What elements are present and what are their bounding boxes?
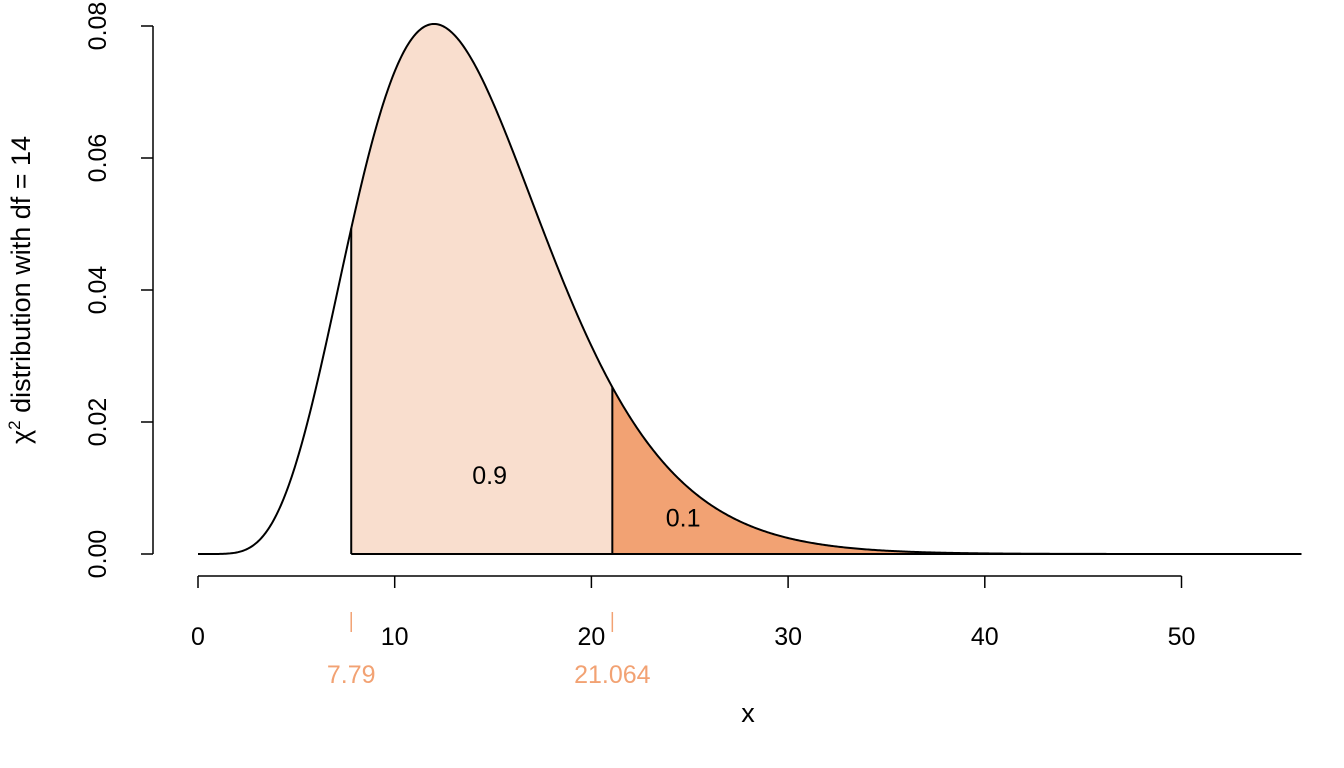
y-axis-title: χ2 distribution with df = 14 <box>5 136 36 444</box>
y-axis: 0.00 0.02 0.04 0.06 0.08 <box>84 2 154 579</box>
y-tick-label: 0.00 <box>84 530 112 579</box>
y-tick-label: 0.04 <box>84 266 112 315</box>
x-tick-label: 0 <box>191 623 205 651</box>
region-probability-label: 0.1 <box>666 505 701 533</box>
region-2-fill <box>612 387 1300 554</box>
quantile-label: 21.064 <box>574 661 651 689</box>
y-axis-title-symbol: χ <box>6 430 36 444</box>
x-tick-label: 20 <box>577 623 605 651</box>
x-axis-title: x <box>741 698 755 728</box>
y-tick-label: 0.08 <box>84 2 112 51</box>
x-tick-label: 30 <box>774 623 802 651</box>
region-probability-label: 0.9 <box>472 462 507 490</box>
x-axis: 0 10 20 30 40 50 <box>191 575 1196 651</box>
region-labels: 0.9 0.1 <box>472 462 700 533</box>
x-tick-label: 40 <box>971 623 999 651</box>
quantile-label: 7.79 <box>327 661 376 689</box>
y-tick-label: 0.02 <box>84 398 112 447</box>
y-axis-title-superscript: 2 <box>5 420 24 429</box>
density-curve <box>198 22 1302 555</box>
region-1-fill <box>351 23 613 554</box>
y-tick-label: 0.06 <box>84 134 112 183</box>
x-tick-label: 50 <box>1168 623 1196 651</box>
y-axis-title-text: distribution with df = 14 <box>6 136 36 420</box>
quantile-markers: 7.79 21.064 <box>327 612 651 689</box>
x-tick-label: 10 <box>381 623 409 651</box>
